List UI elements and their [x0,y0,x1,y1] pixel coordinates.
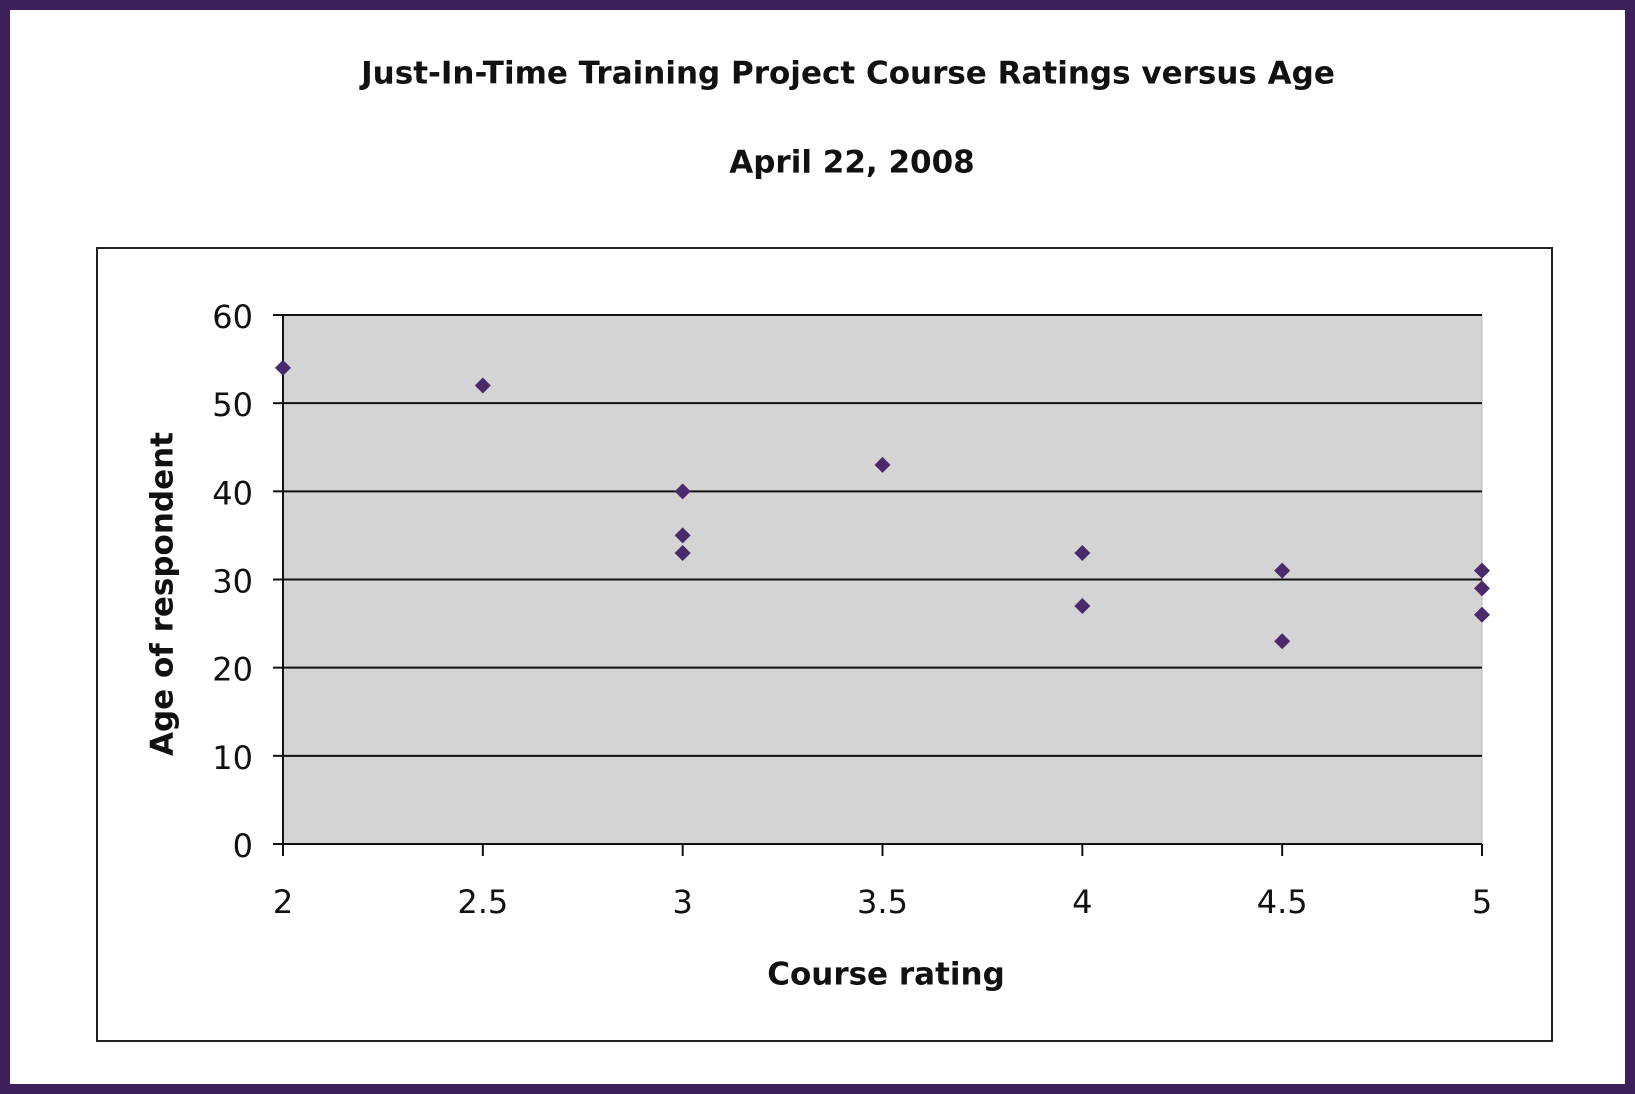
point [674,483,691,500]
y-tick-label: 10 [212,739,253,777]
point [874,456,891,473]
x-tick-label: 2.5 [457,883,508,921]
y-tick-label: 60 [212,298,253,336]
point [1274,562,1291,579]
point [1474,562,1490,579]
point [1074,597,1091,614]
point [674,527,691,544]
y-tick-label: 20 [212,651,253,689]
chart-title: Just-In-Time Training Project Course Rat… [359,56,1335,92]
x-tick-label: 3 [672,883,692,921]
x-tick-label: 3.5 [857,883,908,921]
x-tick-label: 5 [1472,883,1492,921]
point [474,377,491,394]
point [1074,545,1091,562]
x-axis-title: Course rating [767,957,1005,993]
point [674,545,691,562]
point [1474,606,1490,623]
y-tick-label: 30 [212,563,253,601]
point [275,359,291,376]
x-tick-label: 4 [1072,883,1092,921]
x-tick-label: 4.5 [1257,883,1308,921]
y-axis-title: Age of respondent [145,432,181,756]
y-tick-label: 50 [212,386,253,424]
point [1274,633,1291,650]
y-tick-label: 0 [233,827,253,865]
x-tick-label: 2 [273,883,293,921]
point [1474,580,1490,597]
chart-subtitle: April 22, 2008 [729,145,975,181]
y-tick-label: 40 [212,474,253,512]
